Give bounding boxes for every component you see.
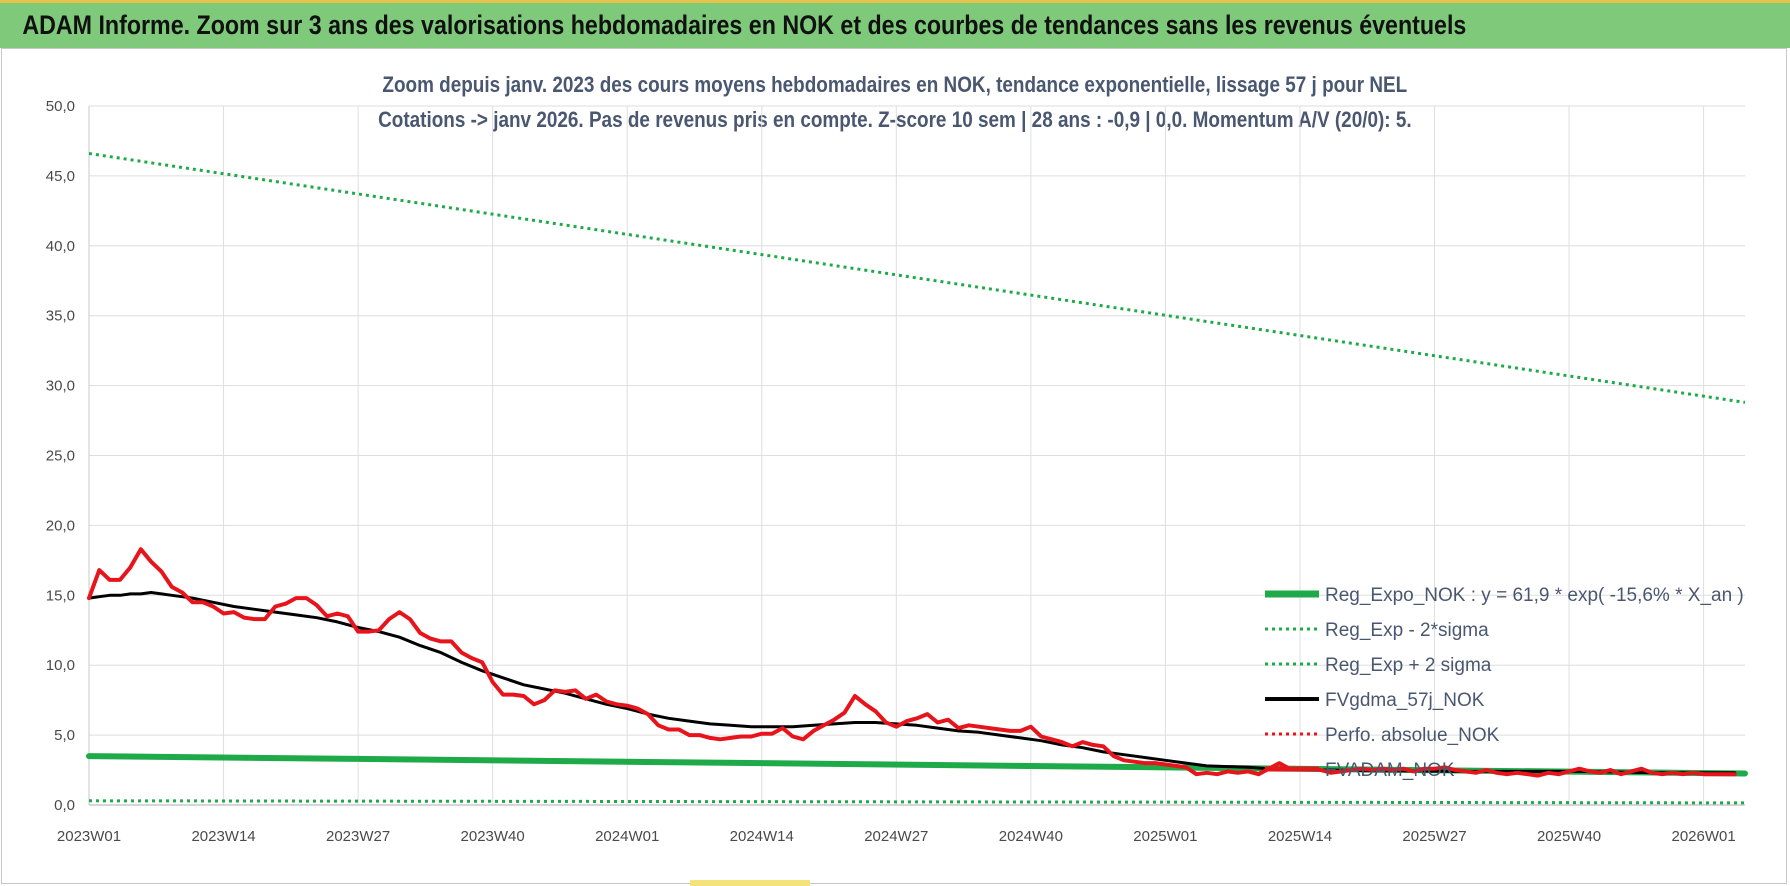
y-tick-label: 30,0 [46, 378, 75, 395]
legend-label-0: Reg_Expo_NOK : y = 61,9 * exp( -15,6% * … [1325, 585, 1744, 606]
legend-label-1: Reg_Exp - 2*sigma [1325, 620, 1489, 641]
y-tick-label: 45,0 [46, 168, 75, 185]
x-tick-label: 2023W01 [57, 828, 121, 845]
grid [89, 105, 1745, 805]
legend-label-4: Perfo. absolue_NOK [1325, 725, 1500, 746]
series-line-1 [88, 799, 1746, 805]
y-tick-label: 25,0 [46, 448, 75, 465]
x-tick-label: 2024W01 [595, 828, 659, 845]
report-banner: ADAM Informe. Zoom sur 3 ans des valoris… [0, 0, 1790, 48]
y-tick-label: 15,0 [46, 587, 75, 604]
y-tick-label: 40,0 [46, 238, 75, 255]
y-tick-label: 20,0 [46, 517, 75, 534]
report-title: ADAM Informe. Zoom sur 3 ans des valoris… [22, 10, 1467, 40]
legend-label-2: Reg_Exp + 2 sigma [1325, 655, 1492, 676]
x-tick-label: 2023W27 [326, 828, 390, 845]
chart-subtitle: Cotations -> janv 2026. Pas de revenus p… [378, 107, 1412, 132]
y-tick-label: 0,0 [54, 797, 75, 814]
chart-title: Zoom depuis janv. 2023 des cours moyens … [382, 72, 1408, 97]
y-tick-label: 5,0 [54, 727, 75, 744]
x-tick-label: 2025W27 [1402, 828, 1466, 845]
bottom-marker [690, 880, 810, 886]
series-line-5 [87, 547, 1737, 778]
legend-label-3: FVgdma_57j_NOK [1325, 690, 1485, 711]
legend: Reg_Expo_NOK : y = 61,9 * exp( -15,6% * … [1265, 585, 1744, 781]
x-tick-label: 2023W40 [461, 828, 525, 845]
legend-label-5: FVADAM_NOK [1325, 760, 1455, 781]
x-tick-label: 2025W01 [1133, 828, 1197, 845]
y-tick-label: 35,0 [46, 308, 75, 325]
series-line-2 [88, 152, 1746, 404]
x-tick-label: 2024W27 [864, 828, 928, 845]
x-tick-label: 2025W14 [1268, 828, 1332, 845]
x-tick-label: 2024W14 [730, 828, 794, 845]
x-tick-label: 2026W01 [1671, 828, 1735, 845]
axes: 0,0 5,0 10,0 15,0 20,0 25,0 30,0 35,0 40,0 45,0 50… [46, 98, 1745, 845]
x-tick-label: 2024W40 [999, 828, 1063, 845]
chart-frame [1, 48, 1787, 884]
series-lines [86, 152, 1748, 805]
y-tick-label: 10,0 [46, 657, 75, 674]
x-tick-label: 2025W40 [1537, 828, 1601, 845]
y-tick-label: 50,0 [46, 98, 75, 115]
x-tick-label: 2023W14 [191, 828, 255, 845]
